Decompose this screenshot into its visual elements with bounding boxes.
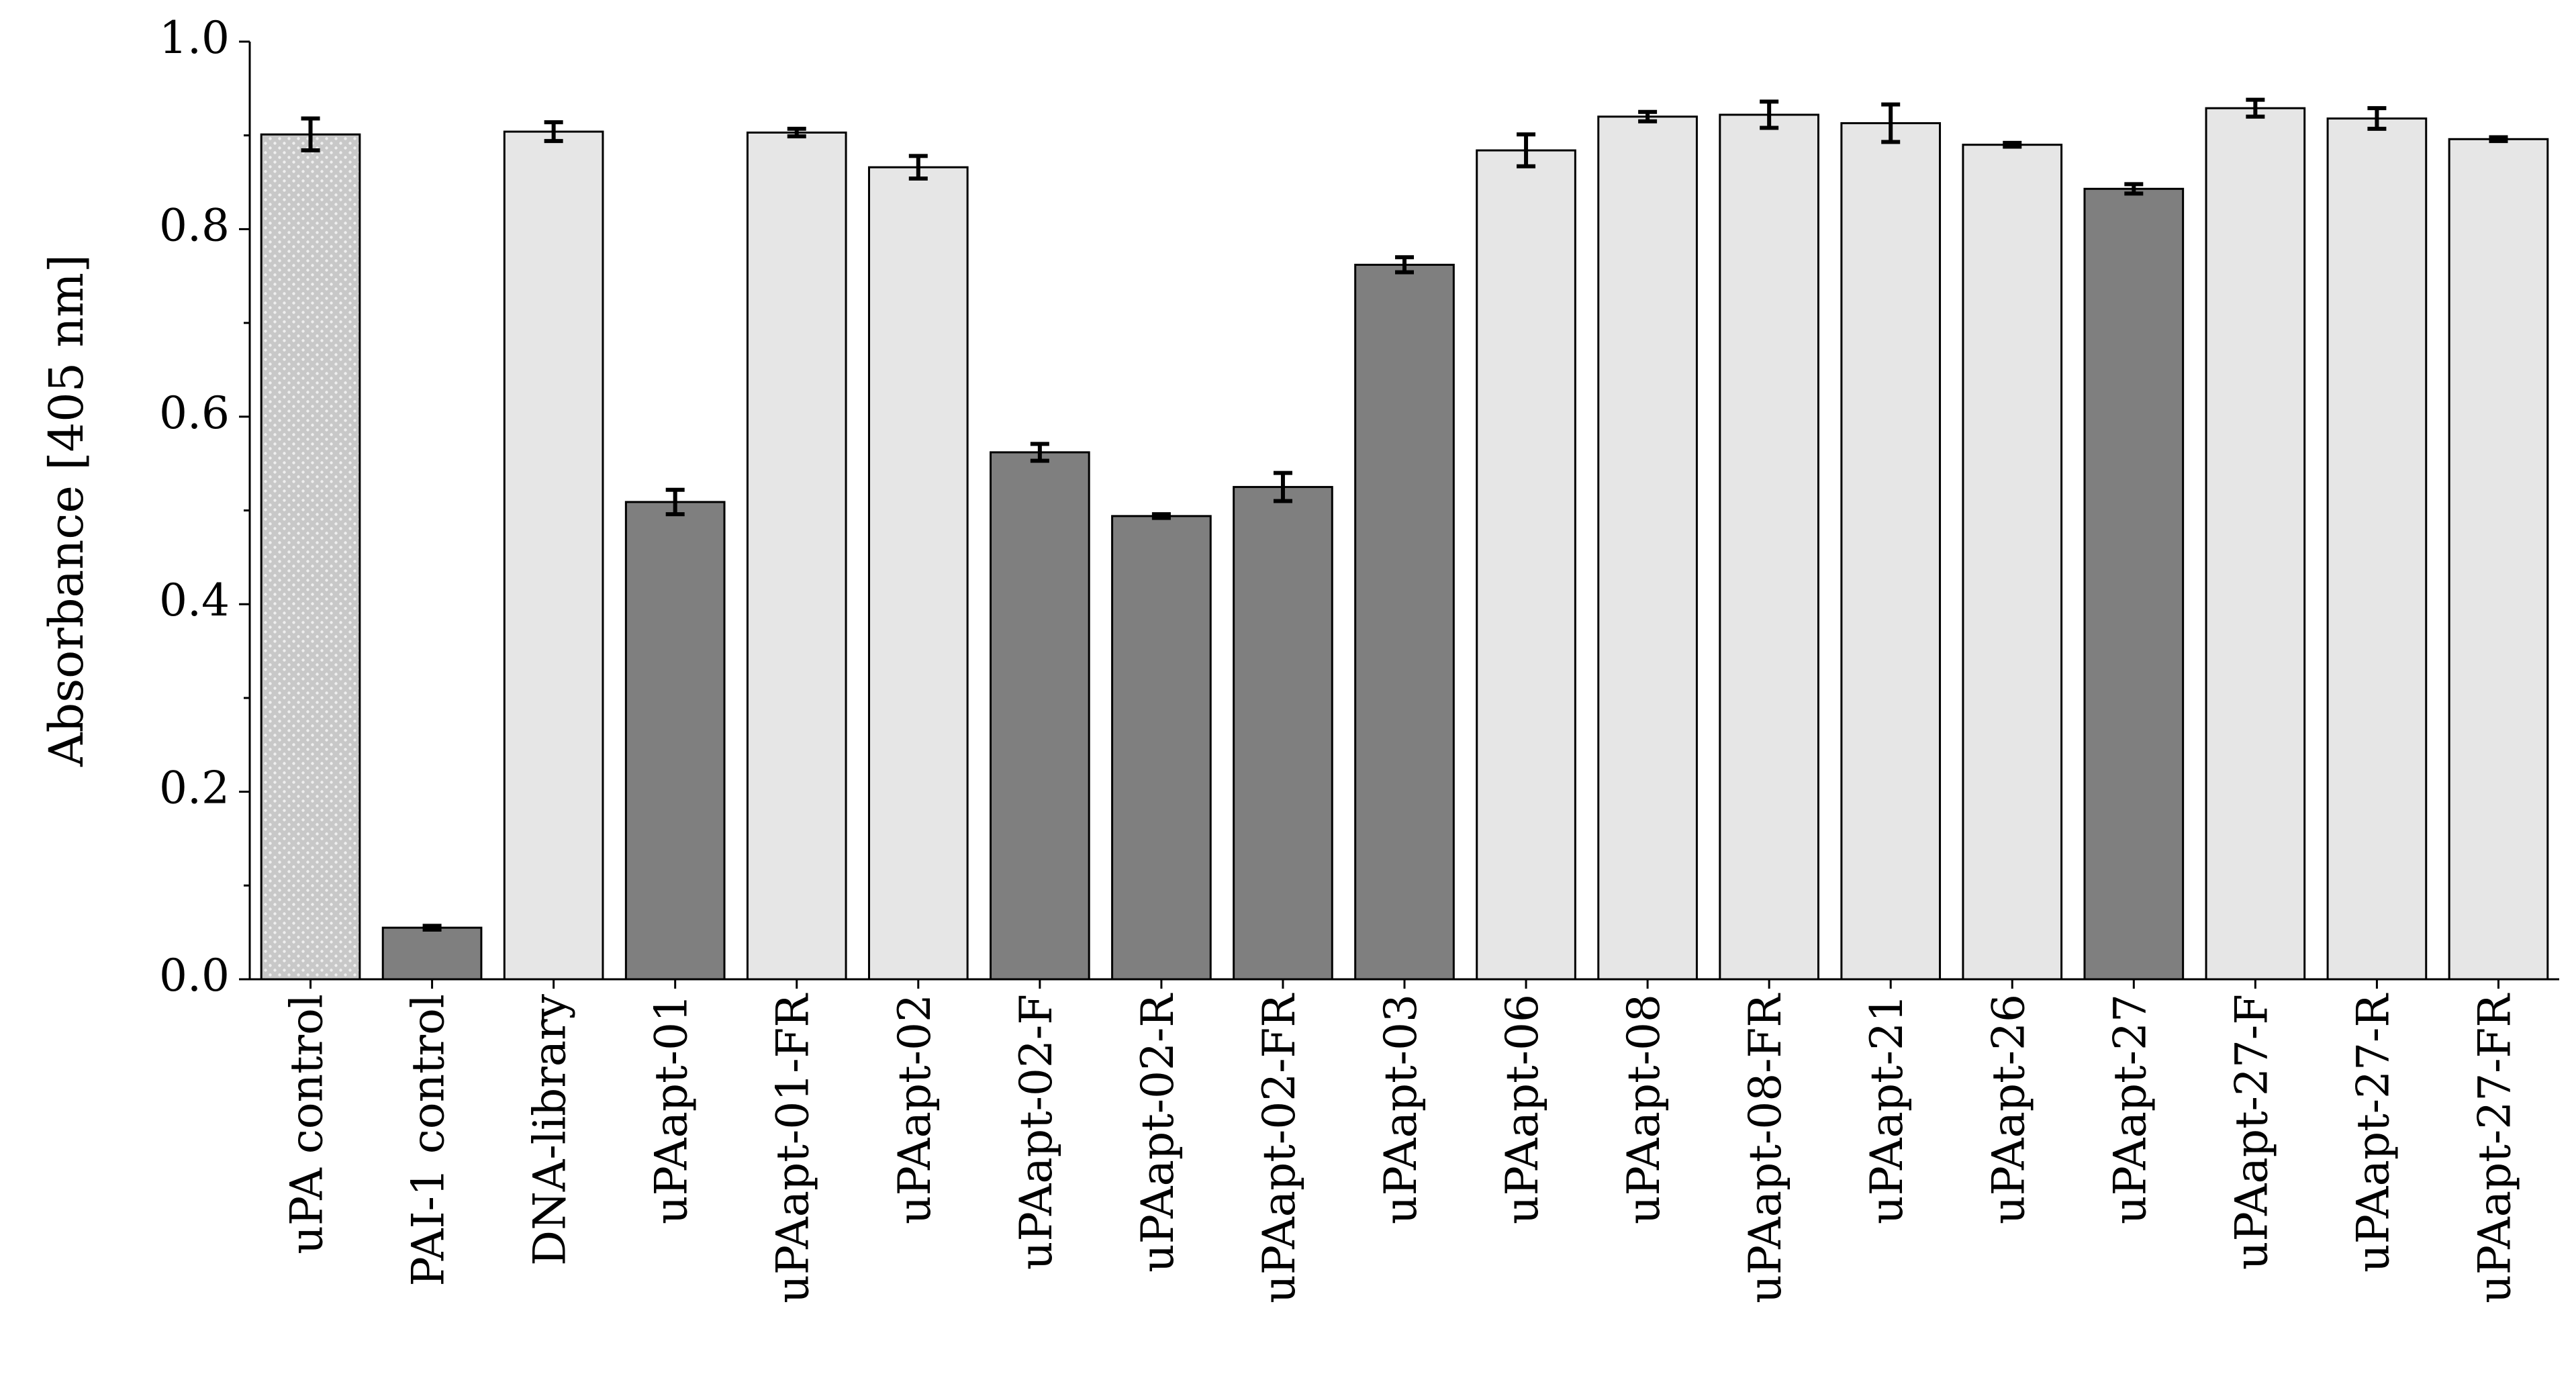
x-tick-labels: uPA control PAI-1 control DNA-library uPAap… bbox=[281, 993, 2521, 1303]
bar bbox=[260, 133, 361, 981]
bar bbox=[1962, 144, 2063, 981]
x-tick-label: uPAapt-08 bbox=[1618, 994, 1670, 1224]
x-tick-label: uPAapt-26 bbox=[1983, 994, 2034, 1224]
x-tick-label: uPAapt-02-F bbox=[1010, 994, 1062, 1270]
bar bbox=[2326, 117, 2428, 981]
bar bbox=[746, 132, 847, 981]
bar bbox=[1840, 122, 1942, 981]
x-tick-label: uPA control bbox=[281, 994, 333, 1254]
bar bbox=[624, 501, 726, 981]
y-tick-label: 0.6 bbox=[159, 387, 230, 439]
y-tick-labels: 0.0 0.2 0.4 0.6 0.8 1.0 bbox=[159, 12, 230, 1001]
bar-series bbox=[260, 107, 2549, 981]
x-tick-label: DNA-library bbox=[524, 993, 576, 1266]
axes bbox=[239, 40, 2559, 989]
bar bbox=[1111, 515, 1212, 981]
x-tick-label: uPAapt-02 bbox=[889, 994, 941, 1224]
x-tick-label: PAI-1 control bbox=[403, 994, 455, 1286]
y-tick-label: 0.8 bbox=[159, 199, 230, 251]
bar bbox=[2083, 187, 2185, 981]
x-tick-label: uPAapt-06 bbox=[1496, 994, 1548, 1224]
x-tick-label: uPAapt-02-R bbox=[1132, 993, 1184, 1273]
bar bbox=[1233, 486, 1333, 981]
x-tick-label: uPAapt-27-R bbox=[2347, 993, 2399, 1273]
x-tick-label: uPAapt-27 bbox=[2104, 994, 2156, 1224]
x-tick-label: uPAapt-08-FR bbox=[1739, 993, 1791, 1303]
bar bbox=[1476, 149, 1576, 981]
bar bbox=[990, 451, 1090, 981]
y-tick-label: 0.4 bbox=[159, 575, 230, 626]
y-tick-label: 0.0 bbox=[159, 950, 230, 1001]
bar bbox=[1354, 263, 1455, 981]
x-tick-label: uPAapt-03 bbox=[1375, 994, 1427, 1224]
x-tick-label: uPAapt-27-F bbox=[2226, 994, 2277, 1270]
bar bbox=[867, 166, 969, 981]
x-tick-label: uPAapt-01-FR bbox=[767, 993, 819, 1303]
bar bbox=[503, 130, 604, 981]
bar bbox=[2448, 138, 2549, 981]
x-tick-label: uPAapt-01 bbox=[646, 994, 698, 1224]
x-tick-label: uPAapt-02-FR bbox=[1253, 993, 1305, 1303]
y-tick-label: 0.2 bbox=[159, 762, 230, 814]
bar bbox=[2205, 107, 2306, 981]
bar bbox=[1719, 113, 1819, 981]
error-bar-series bbox=[301, 97, 2508, 932]
y-axis-label: Absorbance [405 nm] bbox=[39, 254, 94, 767]
y-tick-label: 1.0 bbox=[159, 12, 230, 64]
bar bbox=[1597, 115, 1698, 981]
bar bbox=[381, 926, 483, 981]
x-tick-label: uPAapt-27-FR bbox=[2469, 993, 2520, 1303]
x-tick-label: uPAapt-21 bbox=[1861, 994, 1913, 1224]
